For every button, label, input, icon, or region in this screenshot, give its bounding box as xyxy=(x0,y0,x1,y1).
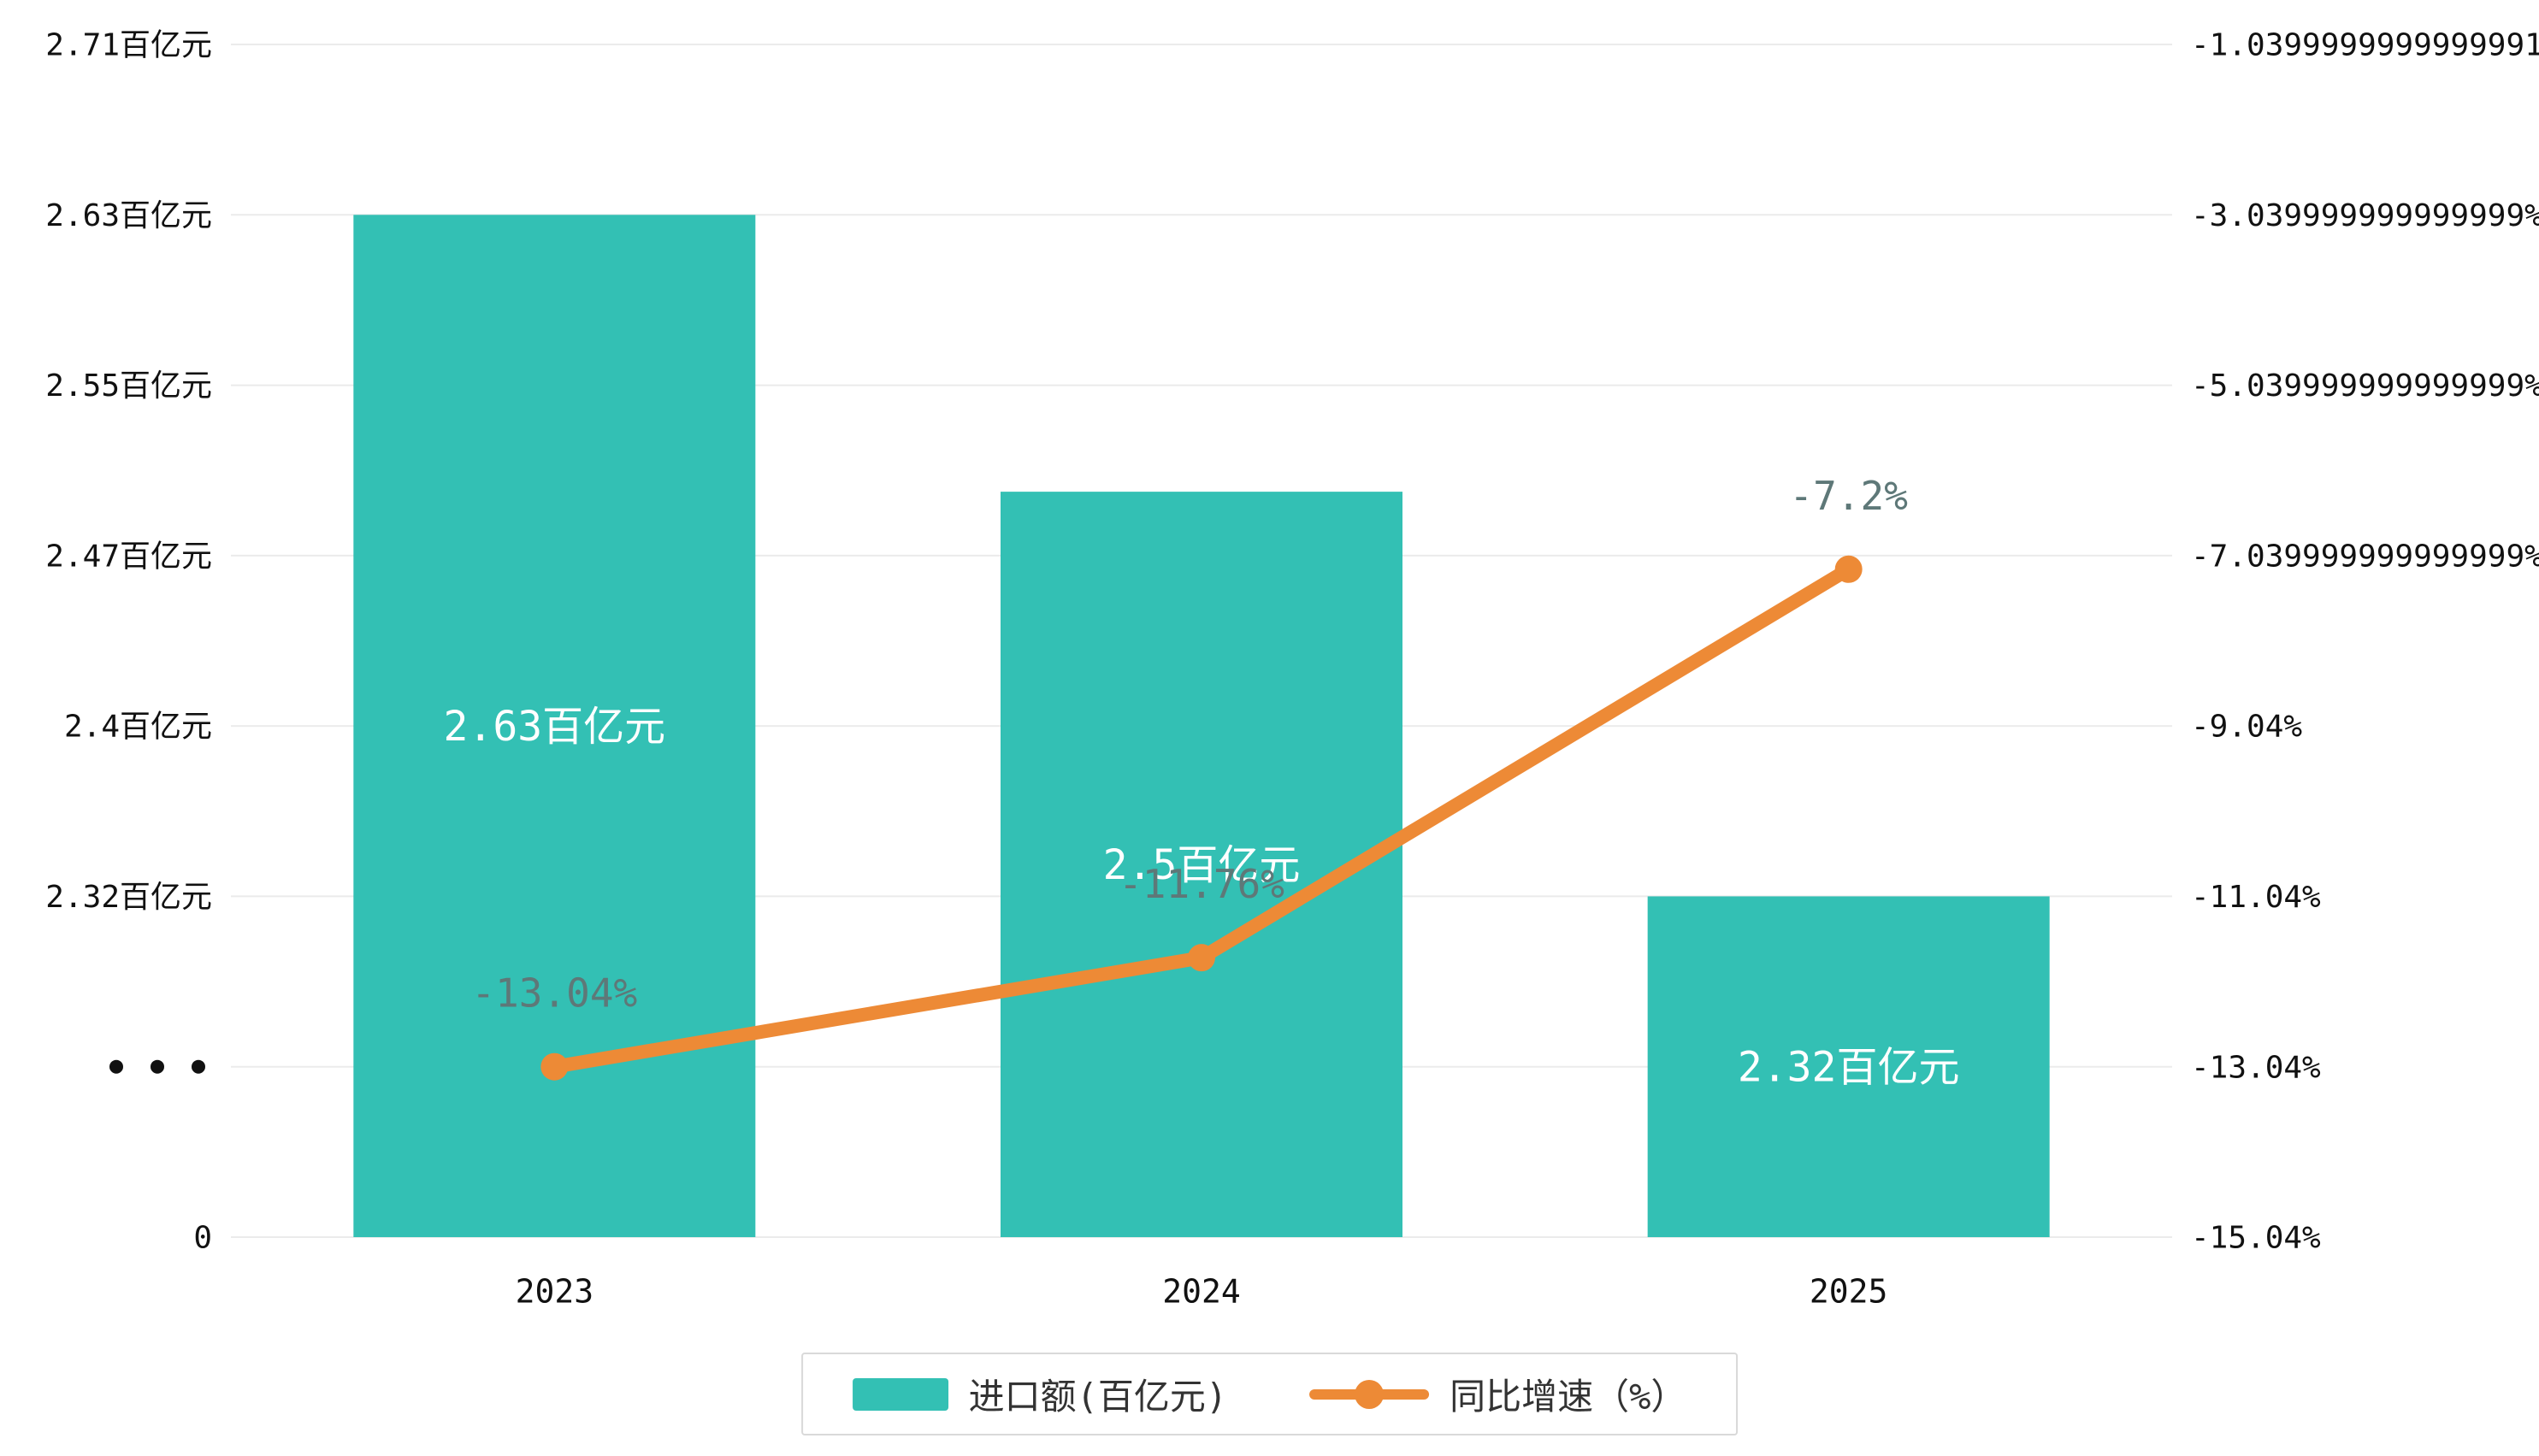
axis-break-dot xyxy=(192,1059,205,1074)
left-tick-label: 2.32百亿元 xyxy=(45,880,212,915)
growth-point-label-2023: -13.04% xyxy=(471,970,637,1017)
bar-2024[interactable] xyxy=(1001,492,1402,1237)
legend-item-import-amount[interactable]: 进口额(百亿元) xyxy=(852,1368,1228,1420)
growth-point-label-2025: -7.2% xyxy=(1789,473,1907,519)
x-tick-label-2023: 2023 xyxy=(516,1272,594,1310)
growth-point-2024[interactable] xyxy=(1188,944,1215,972)
bar-label-2023: 2.63百亿元 xyxy=(444,703,666,751)
left-tick-label: 2.71百亿元 xyxy=(45,28,212,63)
right-tick-label: -3.039999999999999% xyxy=(2191,198,2539,233)
left-tick-label: 2.4百亿元 xyxy=(64,710,212,745)
bar-label-2025: 2.32百亿元 xyxy=(1738,1044,1960,1092)
right-tick-label: -7.039999999999999% xyxy=(2191,539,2539,574)
legend-label-yoy-growth: 同比增速（%） xyxy=(1450,1376,1687,1418)
x-tick-label-2024: 2024 xyxy=(1162,1272,1241,1310)
growth-point-label-2024: -11.76% xyxy=(1119,861,1284,907)
legend: 进口额(百亿元) 同比增速（%） xyxy=(800,1353,1739,1435)
right-tick-label: -5.039999999999999% xyxy=(2191,368,2539,404)
right-tick-label: -13.04% xyxy=(2191,1050,2321,1085)
right-tick-label: -15.04% xyxy=(2191,1221,2321,1256)
bar-label-2024: 2.5百亿元 xyxy=(1103,841,1301,889)
left-tick-label: 2.63百亿元 xyxy=(45,198,212,233)
x-tick-label-2025: 2025 xyxy=(1810,1272,1888,1310)
bar-2025[interactable] xyxy=(1647,896,2050,1237)
axis-break-dot xyxy=(109,1059,123,1074)
axis-break-dot xyxy=(151,1059,164,1074)
legend-label-import-amount: 进口额(百亿元) xyxy=(968,1376,1228,1418)
legend-line-swatch xyxy=(1309,1379,1430,1409)
right-tick-label: -11.04% xyxy=(2191,880,2321,915)
legend-item-yoy-growth[interactable]: 同比增速（%） xyxy=(1309,1368,1686,1420)
legend-bar-swatch xyxy=(852,1377,948,1411)
growth-point-2025[interactable] xyxy=(1834,555,1863,583)
right-tick-label: -9.04% xyxy=(2191,710,2302,745)
left-tick-label: 2.47百亿元 xyxy=(45,539,212,574)
growth-point-2023[interactable] xyxy=(540,1052,569,1081)
right-tick-label: -1.0399999999999991% xyxy=(2191,28,2539,63)
left-tick-label: 2.55百亿元 xyxy=(45,368,212,404)
legend-line-dot-icon xyxy=(1355,1379,1385,1409)
left-tick-label: 0 xyxy=(193,1221,212,1256)
